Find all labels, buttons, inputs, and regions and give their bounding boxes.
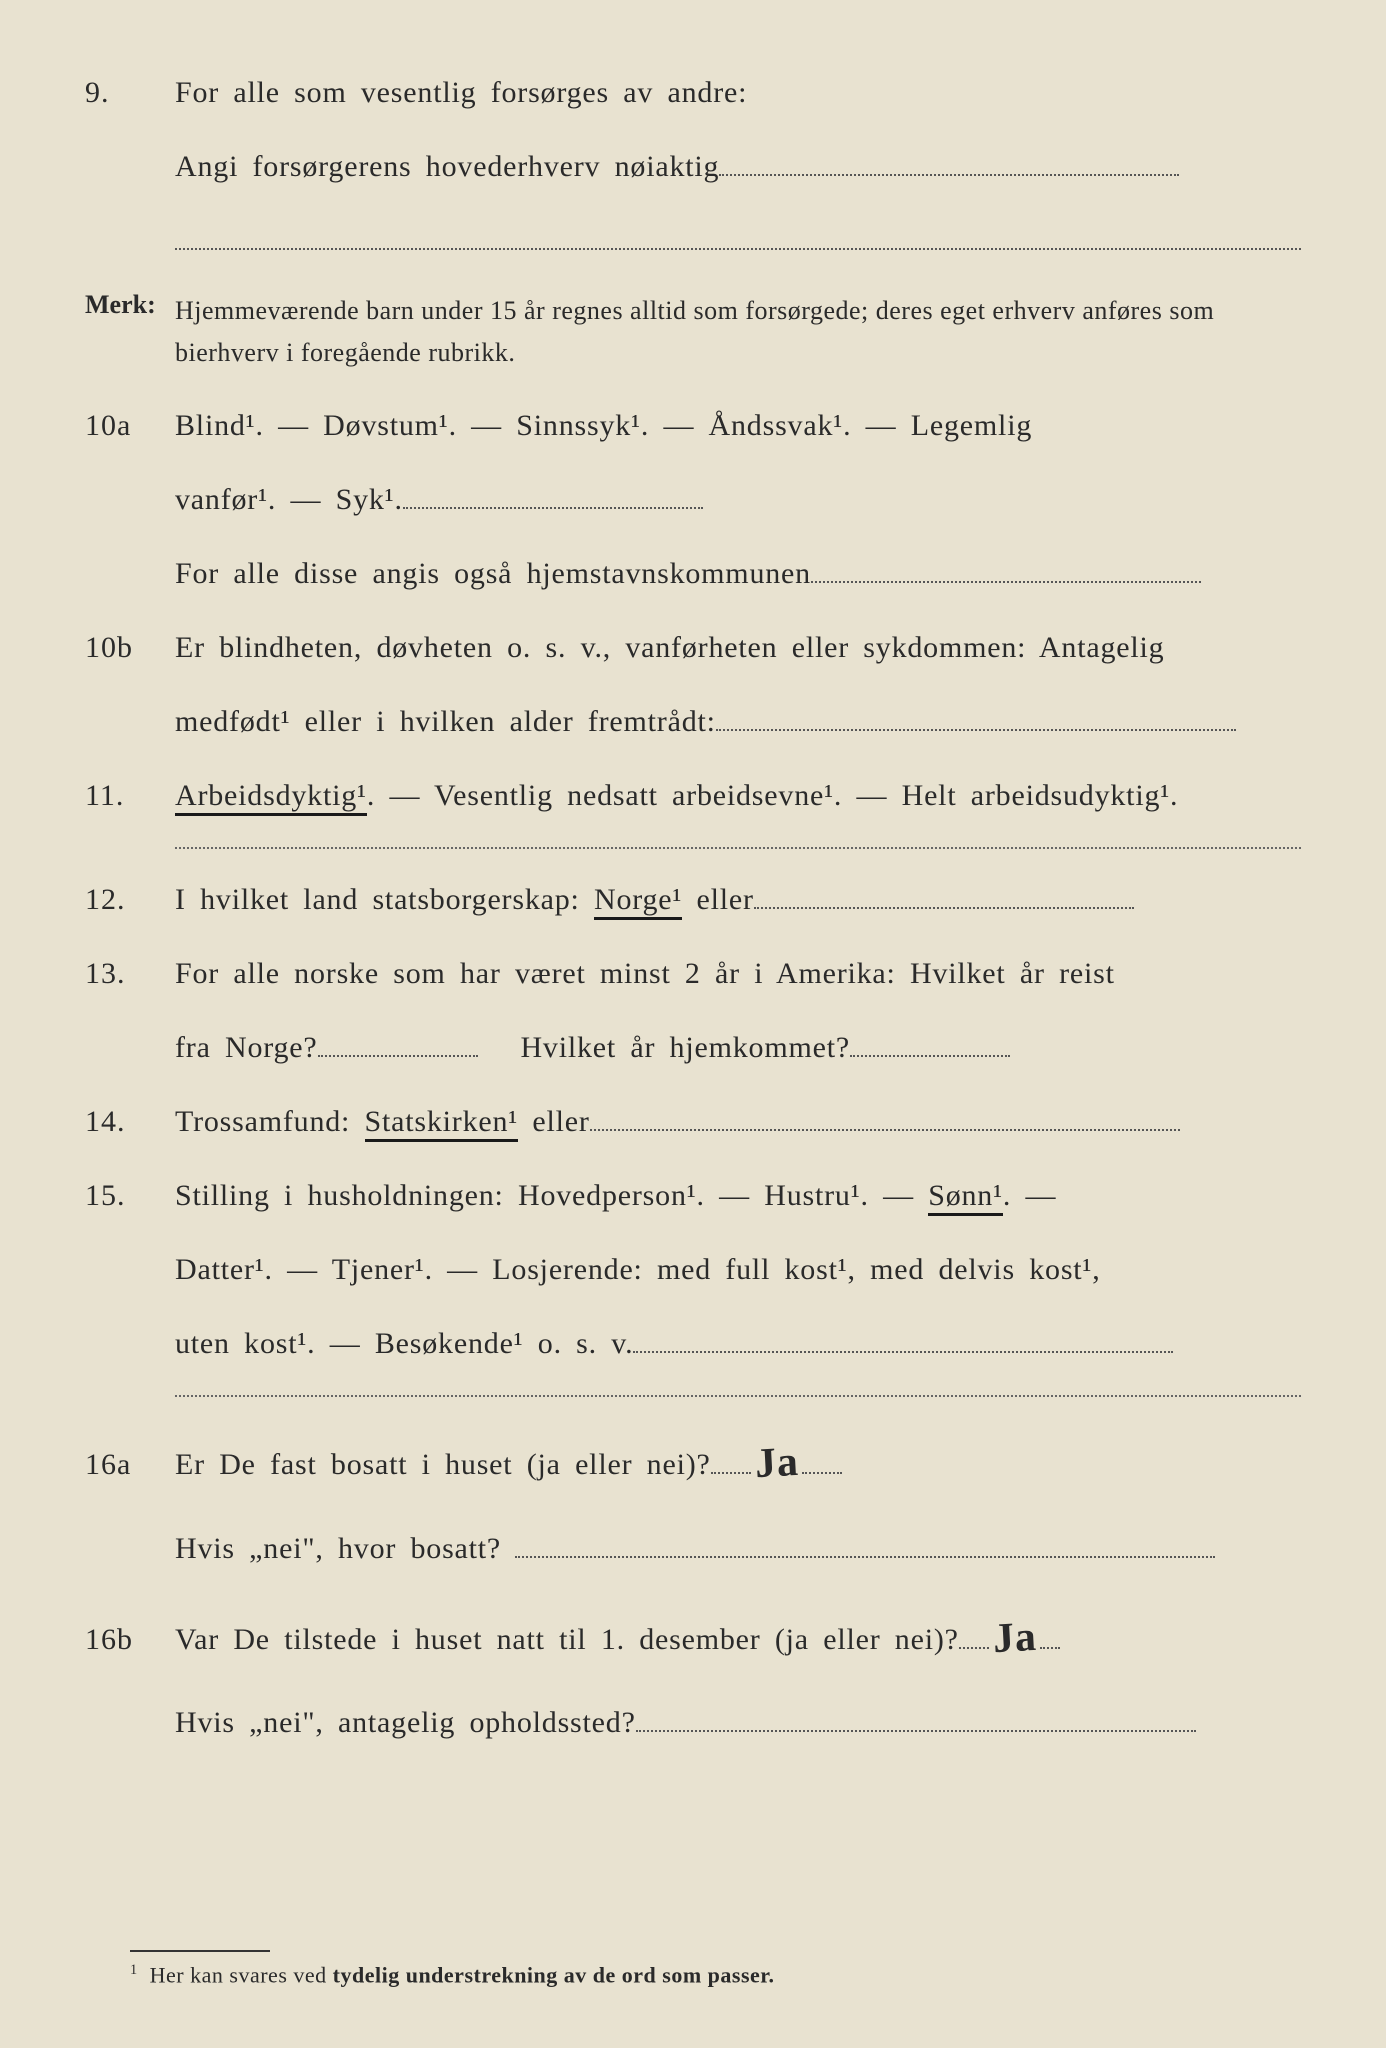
merk-text: Hjemmeværende barn under 15 år regnes al…	[175, 290, 1301, 373]
footnote: 1 Her kan svares ved tydelig understrekn…	[130, 1962, 1301, 1988]
fill-line	[403, 479, 703, 509]
q16a-text2: Hvis „nei", hvor bosatt?	[175, 1532, 501, 1565]
question-10a: 10a Blind¹. — Døvstum¹. — Sinnssyk¹. — Å…	[85, 393, 1301, 459]
q10a-text2: vanfør¹. — Syk¹.	[175, 483, 403, 516]
question-11: 11. Arbeidsdyktig¹. — Vesentlig nedsatt …	[85, 763, 1301, 829]
q15-line2: Datter¹. — Tjener¹. — Losjerende: med fu…	[85, 1237, 1301, 1303]
q11-rest: . — Vesentlig nedsatt arbeidsevne¹. — He…	[367, 779, 1179, 812]
q15-text3: uten kost¹. — Besøkende¹ o. s. v.	[175, 1327, 633, 1360]
q12-post: eller	[682, 883, 754, 916]
q10a-line3: For alle disse angis også hjemstavnskomm…	[85, 541, 1301, 607]
merk-label: Merk:	[85, 290, 175, 373]
q9-text1: For alle som vesentlig forsørges av andr…	[175, 60, 1301, 126]
question-10b: 10b Er blindheten, døvheten o. s. v., va…	[85, 615, 1301, 681]
footnote-sup: 1	[130, 1962, 138, 1978]
q15-underlined: Sønn¹	[928, 1179, 1003, 1216]
q9-blank	[85, 208, 1301, 274]
q15-text1b: . —	[1003, 1179, 1056, 1212]
q16a-line2: Hvis „nei", hvor bosatt?	[85, 1516, 1301, 1582]
q12-underlined: Norge¹	[594, 883, 682, 920]
q10b-text2: medfødt¹ eller i hvilken alder fremtrådt…	[175, 705, 716, 738]
q13-number: 13.	[85, 941, 175, 1007]
q16b-number: 16b	[85, 1607, 175, 1673]
q15-text2: Datter¹. — Tjener¹. — Losjerende: med fu…	[175, 1237, 1301, 1303]
section-divider	[175, 847, 1301, 849]
q13-text2b: Hvilket år hjemkommet?	[520, 1031, 850, 1064]
q16b-text1: Var De tilstede i huset natt til 1. dese…	[175, 1623, 959, 1656]
fill-line	[318, 1027, 478, 1057]
fill-line	[719, 146, 1179, 176]
q13-text1: For alle norske som har været minst 2 år…	[175, 941, 1301, 1007]
fill-line	[811, 553, 1201, 583]
q16a-number: 16a	[85, 1432, 175, 1498]
q10a-text3: For alle disse angis også hjemstavnskomm…	[175, 557, 811, 590]
fill-line	[636, 1702, 1196, 1732]
q10a-number: 10a	[85, 393, 175, 459]
question-12: 12. I hvilket land statsborgerskap: Norg…	[85, 867, 1301, 933]
question-14: 14. Trossamfund: Statskirken¹ eller	[85, 1089, 1301, 1155]
q9-line2: Angi forsørgerens hovederhverv nøiaktig	[85, 134, 1301, 200]
q10b-text1: Er blindheten, døvheten o. s. v., vanfør…	[175, 615, 1301, 681]
fill-line	[802, 1444, 842, 1474]
q10b-number: 10b	[85, 615, 175, 681]
q13-line2: fra Norge? Hvilket år hjemkommet?	[85, 1015, 1301, 1081]
section-divider	[175, 1395, 1301, 1397]
handwritten-answer: Ja	[752, 1416, 800, 1511]
q12-pre: I hvilket land statsborgerskap:	[175, 883, 594, 916]
q15-text1a: Stilling i husholdningen: Hovedperson¹. …	[175, 1179, 928, 1212]
fill-line	[711, 1444, 751, 1474]
q10a-line2: vanfør¹. — Syk¹.	[85, 467, 1301, 533]
q16b-line2: Hvis „nei", antagelig opholdssted?	[85, 1690, 1301, 1756]
fill-line	[515, 1528, 1215, 1558]
fill-line	[959, 1619, 989, 1649]
footnote-area: 1 Her kan svares ved tydelig understrekn…	[85, 1950, 1301, 1988]
fill-line	[633, 1323, 1173, 1353]
q14-underlined: Statskirken¹	[365, 1105, 519, 1142]
fill-line	[716, 701, 1236, 731]
fill-line	[850, 1027, 1010, 1057]
footnote-rule	[130, 1950, 270, 1952]
footnote-bold: tydelig understrekning av de ord som pas…	[333, 1962, 775, 1987]
q13-text2a: fra Norge?	[175, 1031, 318, 1064]
question-13: 13. For alle norske som har været minst …	[85, 941, 1301, 1007]
fill-line	[175, 220, 1301, 250]
q15-number: 15.	[85, 1163, 175, 1229]
fill-line	[590, 1101, 1180, 1131]
handwritten-answer: Ja	[990, 1591, 1038, 1686]
question-16b: 16b Var De tilstede i huset natt til 1. …	[85, 1590, 1301, 1682]
merk-note: Merk: Hjemmeværende barn under 15 år reg…	[85, 290, 1301, 373]
fill-line	[1040, 1619, 1060, 1649]
q14-pre: Trossamfund:	[175, 1105, 365, 1138]
q16b-text2: Hvis „nei", antagelig opholdssted?	[175, 1706, 636, 1739]
q10a-opts: Blind¹. — Døvstum¹. — Sinnssyk¹. — Åndss…	[175, 393, 1301, 459]
q14-post: eller	[518, 1105, 590, 1138]
footnote-pre: Her kan svares ved	[150, 1962, 333, 1987]
fill-line	[754, 879, 1134, 909]
question-15: 15. Stilling i husholdningen: Hovedperso…	[85, 1163, 1301, 1229]
q14-number: 14.	[85, 1089, 175, 1155]
q9-number: 9.	[85, 60, 175, 126]
question-9: 9. For alle som vesentlig forsørges av a…	[85, 60, 1301, 126]
q11-underlined: Arbeidsdyktig¹	[175, 779, 367, 816]
q9-text2: Angi forsørgerens hovederhverv nøiaktig	[175, 150, 719, 183]
q16a-text1: Er De fast bosatt i huset (ja eller nei)…	[175, 1448, 711, 1481]
q11-number: 11.	[85, 763, 175, 829]
question-16a: 16a Er De fast bosatt i huset (ja eller …	[85, 1415, 1301, 1507]
q15-line3: uten kost¹. — Besøkende¹ o. s. v.	[85, 1311, 1301, 1377]
q10b-line2: medfødt¹ eller i hvilken alder fremtrådt…	[85, 689, 1301, 755]
q12-number: 12.	[85, 867, 175, 933]
